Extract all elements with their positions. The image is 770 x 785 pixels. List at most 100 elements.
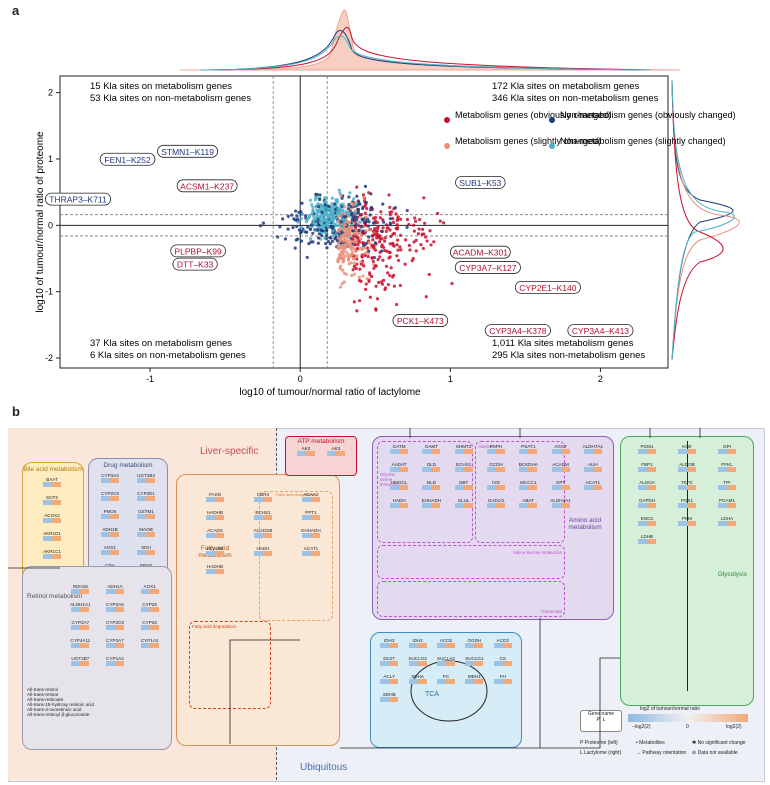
amino-title: Amino acid metabolism <box>568 517 602 531</box>
scatter-point <box>388 217 392 221</box>
scatter-point <box>312 220 316 224</box>
gene-name: PPT1 <box>305 510 317 515</box>
gene-chip: SDHA <box>404 674 430 685</box>
scatter-point <box>342 235 346 239</box>
gene-name: DBT <box>459 480 469 485</box>
scatter-point <box>361 241 365 245</box>
module-tca: TCA IDH3 IDH2 ACO2 OGDH ACO2 DLST SUCLG2 SUCLA2… <box>370 632 522 748</box>
scatter-point <box>390 210 394 214</box>
scatter-point <box>375 229 379 233</box>
scatter-point <box>361 274 365 278</box>
gene-chip: UGT2B7 <box>64 656 97 667</box>
scatter-point <box>338 266 342 271</box>
quad-tr-1: 172 Kla sites on metabolism genes <box>492 81 640 92</box>
scatter-point <box>293 246 297 250</box>
metabolite-label: All-trans-retinoyl β-glucuronide <box>27 712 90 717</box>
gene-chip: ACADM <box>545 462 575 473</box>
gene-chip: ACAT1 <box>578 480 608 491</box>
scatter-point <box>317 223 321 227</box>
gene-chip: MDH1 <box>461 674 487 685</box>
module-fatty-acid: Fatty acid metabolism Fatty acid biosynt… <box>176 474 340 746</box>
liver-specific-title: Liver-specific <box>200 446 259 457</box>
scatter-point <box>378 255 382 259</box>
scatter-point <box>295 224 299 229</box>
site-label-text: CYP3A4–K378 <box>489 326 546 336</box>
scatter-point <box>355 309 359 313</box>
scatter-point <box>388 223 392 227</box>
gene-name: AK3 <box>331 446 341 451</box>
site-label-box <box>567 324 634 337</box>
legend-pathway: Pathway orientation <box>642 750 687 756</box>
scatter-point <box>326 239 331 244</box>
gene-chip: HADHB <box>192 564 238 575</box>
gene-chip: GATM <box>384 444 414 455</box>
gene-name: PSAT1 <box>521 444 536 449</box>
gene-chip: PGM1 <box>628 444 666 455</box>
plot-frame <box>59 75 669 369</box>
site-label: CYP2E1–K140 <box>514 280 581 294</box>
scatter-point <box>380 229 384 234</box>
scatter-point <box>338 209 342 214</box>
scatter-point <box>310 212 314 216</box>
gene-chip: PGK1 <box>668 498 706 509</box>
scatter-point <box>391 232 395 236</box>
gene-name: ACOX2 <box>44 513 60 518</box>
scatter-point <box>261 221 266 225</box>
gene-chip: GAD1/2 <box>481 498 511 509</box>
legend-l-desc: Lactylome (right) <box>584 750 622 756</box>
gene-chip: AGXT <box>545 444 575 455</box>
scatter-point <box>363 253 367 258</box>
gene-name: IVD <box>492 480 500 485</box>
gene-name: TPI <box>723 480 731 485</box>
gene-name: DLD <box>426 480 437 485</box>
scatter-point <box>320 210 324 214</box>
scatter-point <box>387 193 391 197</box>
gene-name: CYP2A6 <box>106 602 124 607</box>
scatter-point <box>371 238 375 242</box>
scatter-point <box>379 210 383 214</box>
scatter-point <box>368 271 372 275</box>
legend-met-sli: Metabolism genes (slightly changed) <box>455 136 601 146</box>
gene-chip: MCCC1 <box>513 480 543 491</box>
scatter-point <box>339 244 344 248</box>
legend-scale-right: log2(2) <box>726 724 742 730</box>
scatter-point <box>335 233 339 237</box>
scatter-point <box>393 206 397 210</box>
scatter-point <box>310 223 314 227</box>
gene-chip: LDHA <box>708 516 746 527</box>
scatter-point <box>364 229 368 233</box>
scatter-point <box>329 217 333 221</box>
scatter-point <box>333 202 337 206</box>
scatter-point <box>351 268 355 272</box>
gene-chip: CYP2E1 <box>129 491 163 502</box>
scatter-point <box>377 240 382 244</box>
scatter-point <box>344 210 348 214</box>
gene-chip: CYP2A6 <box>99 602 132 613</box>
scatter-point <box>363 184 368 188</box>
gene-chip: SUCLG2 <box>404 656 430 667</box>
gene-chip: GCDH <box>481 462 511 473</box>
scatter-point <box>407 243 412 248</box>
gene-name: FBP1 <box>641 462 653 467</box>
scatter-point <box>351 203 355 207</box>
scatter-point <box>337 188 341 192</box>
scatter-point <box>370 234 375 238</box>
gene-chip: FMO5 <box>93 509 127 520</box>
gene-chip: CYP3A7 <box>99 638 132 649</box>
gene-name: PGK1 <box>680 498 694 503</box>
y-tick-label: -2 <box>45 353 53 363</box>
scatter-point <box>317 204 321 209</box>
scatter-point <box>320 204 324 208</box>
scatter-point <box>360 234 364 238</box>
gene-chip: PC <box>433 674 459 685</box>
scatter-point <box>350 252 355 257</box>
ubiquitous-title: Ubiquitous <box>300 762 348 773</box>
scatter-point <box>311 208 315 212</box>
scatter-point <box>339 194 343 198</box>
gene-name: ACAT1 <box>585 480 601 485</box>
gene-chip: AOX1 <box>133 584 166 595</box>
scatter-point <box>403 262 407 266</box>
gene-chip: HADH <box>240 546 286 557</box>
gene-name: PSPH <box>489 444 503 449</box>
gene-chip: HADH <box>384 498 414 509</box>
